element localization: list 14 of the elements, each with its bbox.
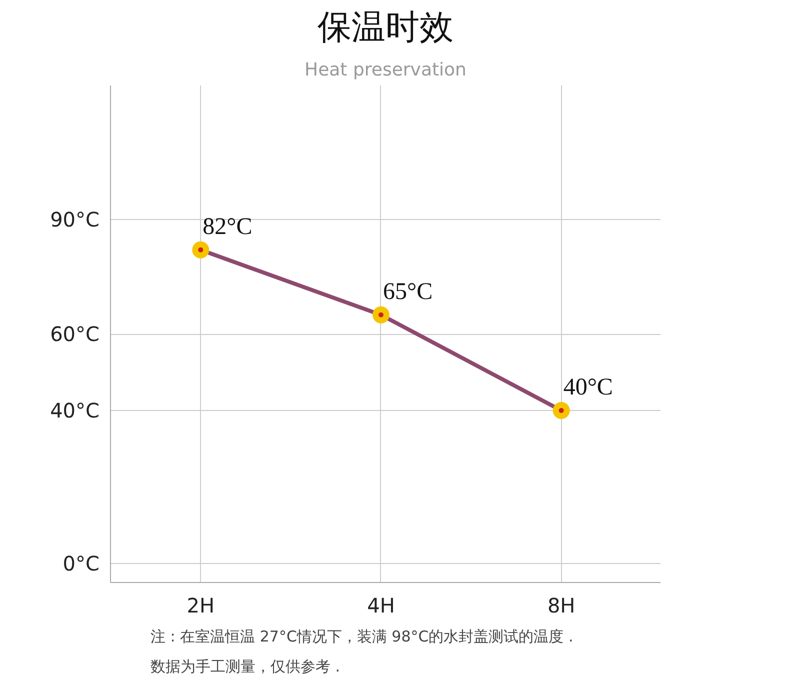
y-tick-label: 0°C [62,551,100,576]
data-label: 40°C [563,374,613,400]
chart-title: 保温时效 [318,8,454,48]
y-tick-label: 40°C [50,398,100,422]
x-tick-label: 8H [547,594,576,618]
x-tick-label: 2H [186,594,215,618]
text: 数据为手工测量，仅供参考 . [150,658,340,676]
y-tick-label: 60°C [50,322,100,346]
data-label: 65°C [382,278,433,305]
data-label: 82°C [202,214,252,240]
chart-subtitle: Heat preservation [304,60,466,80]
x-tick-label: 4H [367,594,395,618]
y-tick-label: 90°C [50,207,100,232]
text: 注 : 在室温恒温 27°C情况下，装满 98°C的水封盖测试的温度 . [150,628,574,646]
